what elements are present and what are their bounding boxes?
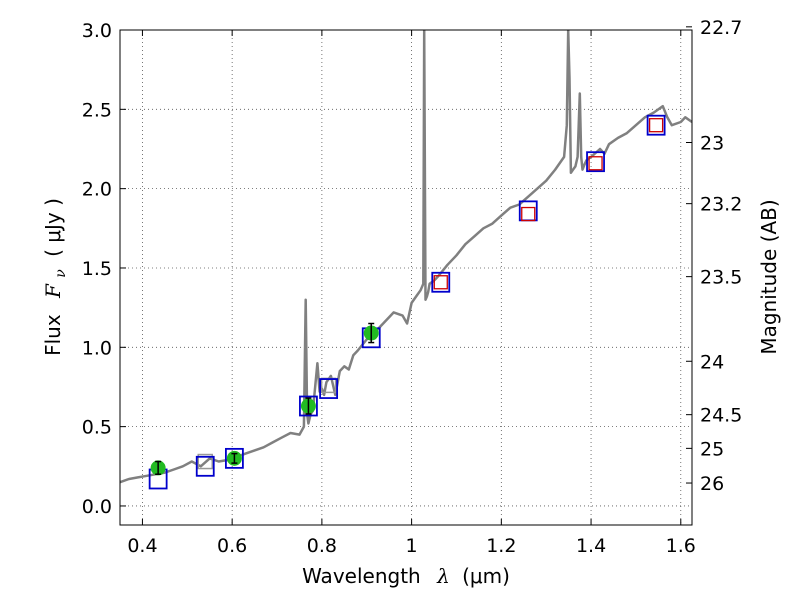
grid-lines	[120, 29, 692, 525]
y-axis-label-symbol: F	[41, 283, 65, 299]
mag-tick-label: 24.5	[700, 405, 742, 427]
y-tick-label: 3.0	[82, 20, 112, 42]
y-axis-label-text: Flux	[41, 314, 65, 356]
model-box-grey	[197, 453, 213, 470]
y-tick-label: 0.5	[82, 417, 112, 439]
model-box-blue	[195, 455, 215, 477]
mag-tick-label: 26	[700, 473, 724, 495]
mag-tick-label: 23.2	[700, 194, 742, 216]
y-tick-label: 1.5	[82, 258, 112, 280]
mag-tick-label: 24	[700, 351, 724, 373]
x-tick-label: 0.6	[217, 535, 247, 557]
y-tick-label: 2.0	[82, 179, 112, 201]
model-box-red	[521, 206, 536, 222]
model-box-red	[588, 156, 603, 171]
x-axis-label-text: Wavelength	[302, 564, 421, 588]
x-tick-label: 1.2	[486, 535, 516, 557]
model-box-blue	[586, 151, 605, 173]
x-tick-label: 0.8	[307, 535, 337, 557]
model-box-blue	[646, 114, 666, 136]
mag-tick-label: 22.7	[700, 17, 742, 39]
y-tick-label: 1.0	[82, 337, 112, 359]
spectrum-line	[120, 30, 692, 484]
x-tick-label: 0.4	[127, 535, 157, 557]
model-box-blue	[319, 378, 339, 399]
mag-tick-label: 23.5	[700, 267, 742, 289]
model-box-blue	[224, 447, 244, 469]
axis-ticks: 0.4 0.6 0.8 1 1.2 1.4 1.6 0.0 0.5 1.0 1.5 2.0 2.5 3.0…	[82, 17, 743, 557]
axes-frame	[119, 29, 693, 526]
x-axis-label-unit: (μm)	[462, 564, 510, 588]
y-axis-label-sub: ν	[53, 269, 69, 278]
x-tick-label: 1	[406, 535, 418, 557]
x-axis-label: Wavelength λ (μm)	[302, 564, 510, 588]
x-axis-label-symbol: λ	[436, 564, 450, 588]
mag-tick-label: 25	[700, 438, 724, 460]
x-tick-label: 1.4	[576, 535, 606, 557]
model-box-red	[433, 275, 448, 290]
y-axis-label: Flux F ν ( μJy )	[41, 198, 70, 356]
model-box-blue	[431, 271, 451, 293]
model-box-blue	[299, 395, 318, 417]
mag-tick-label: 23	[700, 133, 724, 155]
y-tick-label: 2.5	[82, 99, 112, 121]
plot-area	[120, 30, 692, 490]
x-tick-label: 1.6	[666, 535, 696, 557]
y2-axis-label: Magnitude (AB)	[757, 199, 781, 354]
y-axis-label-unit: ( μJy )	[41, 198, 65, 257]
y-tick-label: 0.0	[82, 496, 112, 518]
model-box-red	[648, 118, 664, 133]
